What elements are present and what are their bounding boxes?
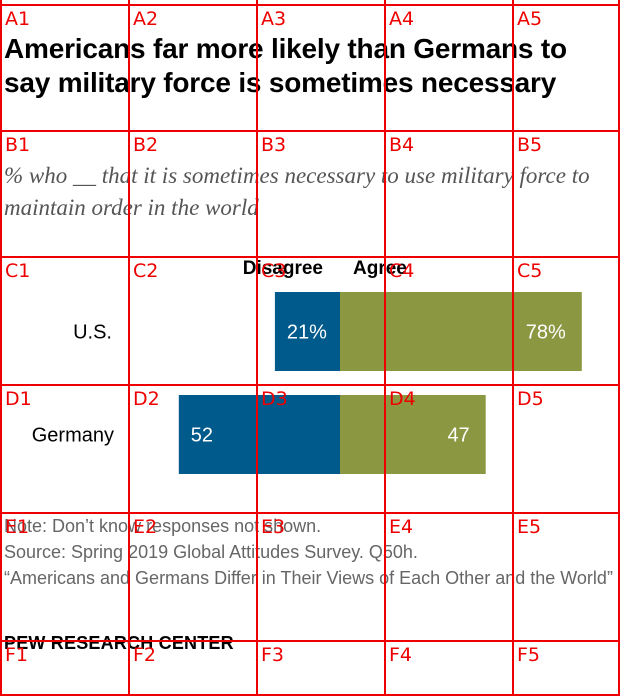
category-label: Germany — [32, 425, 114, 447]
grid-line-horizontal — [0, 512, 620, 514]
data-label-disagree: 21% — [287, 322, 327, 344]
source-text: Source: Spring 2019 Global Attitudes Sur… — [4, 542, 418, 562]
grid-cell-label: F5 — [517, 644, 541, 666]
grid-line-horizontal — [0, 694, 620, 696]
grid-cell-label: A4 — [389, 8, 415, 30]
grid-cell-label: A1 — [5, 8, 31, 30]
grid-line-horizontal — [0, 640, 620, 642]
chart-subtitle: % who __ that it is sometimes necessary … — [4, 163, 590, 220]
category-label: U.S. — [73, 322, 112, 344]
chart-title: Americans far more likely than Germans t… — [4, 33, 567, 98]
grid-cell-label: F1 — [5, 644, 29, 666]
grid-cell-label: F3 — [261, 644, 285, 666]
grid-cell-label: C2 — [133, 260, 159, 282]
grid-cell-label: B4 — [389, 134, 415, 156]
grid-cell-label: E1 — [5, 516, 30, 538]
grid-line-horizontal — [0, 256, 620, 258]
grid-cell-label: E4 — [389, 516, 414, 538]
brand-logo-text: PEW RESEARCH CENTER — [4, 633, 234, 653]
grid-cell-label: C3 — [261, 260, 287, 282]
data-label-agree: 47 — [447, 425, 469, 447]
report-title: “Americans and Germans Differ in Their V… — [4, 568, 613, 588]
bar-agree — [340, 292, 582, 371]
grid-cell-label: C5 — [517, 260, 543, 282]
grid-line-vertical — [618, 0, 620, 696]
grid-cell-label: E5 — [517, 516, 542, 538]
data-label-disagree: 52 — [191, 425, 213, 447]
grid-line-horizontal — [0, 130, 620, 132]
bar-disagree — [274, 292, 340, 371]
chart-notes: Note: Don’t know responses not shown. So… — [4, 513, 616, 591]
grid-cell-label: D5 — [517, 388, 544, 410]
grid-line-vertical — [256, 0, 258, 696]
grid-cell-label: F4 — [389, 644, 413, 666]
grid-cell-label: F2 — [133, 644, 157, 666]
grid-cell-label: B1 — [5, 134, 31, 156]
grid-cell-label: A5 — [517, 8, 543, 30]
grid-cell-label: E3 — [261, 516, 286, 538]
data-label-agree: 78% — [526, 322, 566, 344]
grid-line-vertical — [128, 0, 130, 696]
grid-line-horizontal — [0, 384, 620, 386]
grid-cell-label: A2 — [133, 8, 159, 30]
grid-cell-label: D2 — [133, 388, 160, 410]
grid-cell-label: B2 — [133, 134, 159, 156]
legend-agree: Agree — [353, 258, 407, 279]
grid-cell-label: C4 — [389, 260, 415, 282]
grid-line-vertical — [512, 0, 514, 696]
legend-disagree: Disagree — [243, 258, 323, 279]
grid-cell-label: D3 — [261, 388, 288, 410]
grid-cell-label: D1 — [5, 388, 32, 410]
grid-line-horizontal — [0, 4, 620, 6]
bar-disagree — [178, 395, 340, 474]
grid-cell-label: C1 — [5, 260, 31, 282]
grid-line-vertical — [0, 0, 2, 696]
grid-cell-label: B3 — [261, 134, 287, 156]
grid-line-vertical — [384, 0, 386, 696]
diverging-bar-chart: Disagree Agree U.S. 21% 78% Germany 52 47 — [32, 258, 582, 474]
grid-cell-label: B5 — [517, 134, 543, 156]
grid-cell-label: D4 — [389, 388, 416, 410]
grid-cell-label: A3 — [261, 8, 287, 30]
grid-cell-label: E2 — [133, 516, 158, 538]
bar-agree — [340, 395, 486, 474]
note-text: Note: Don’t know responses not shown. — [4, 516, 322, 536]
